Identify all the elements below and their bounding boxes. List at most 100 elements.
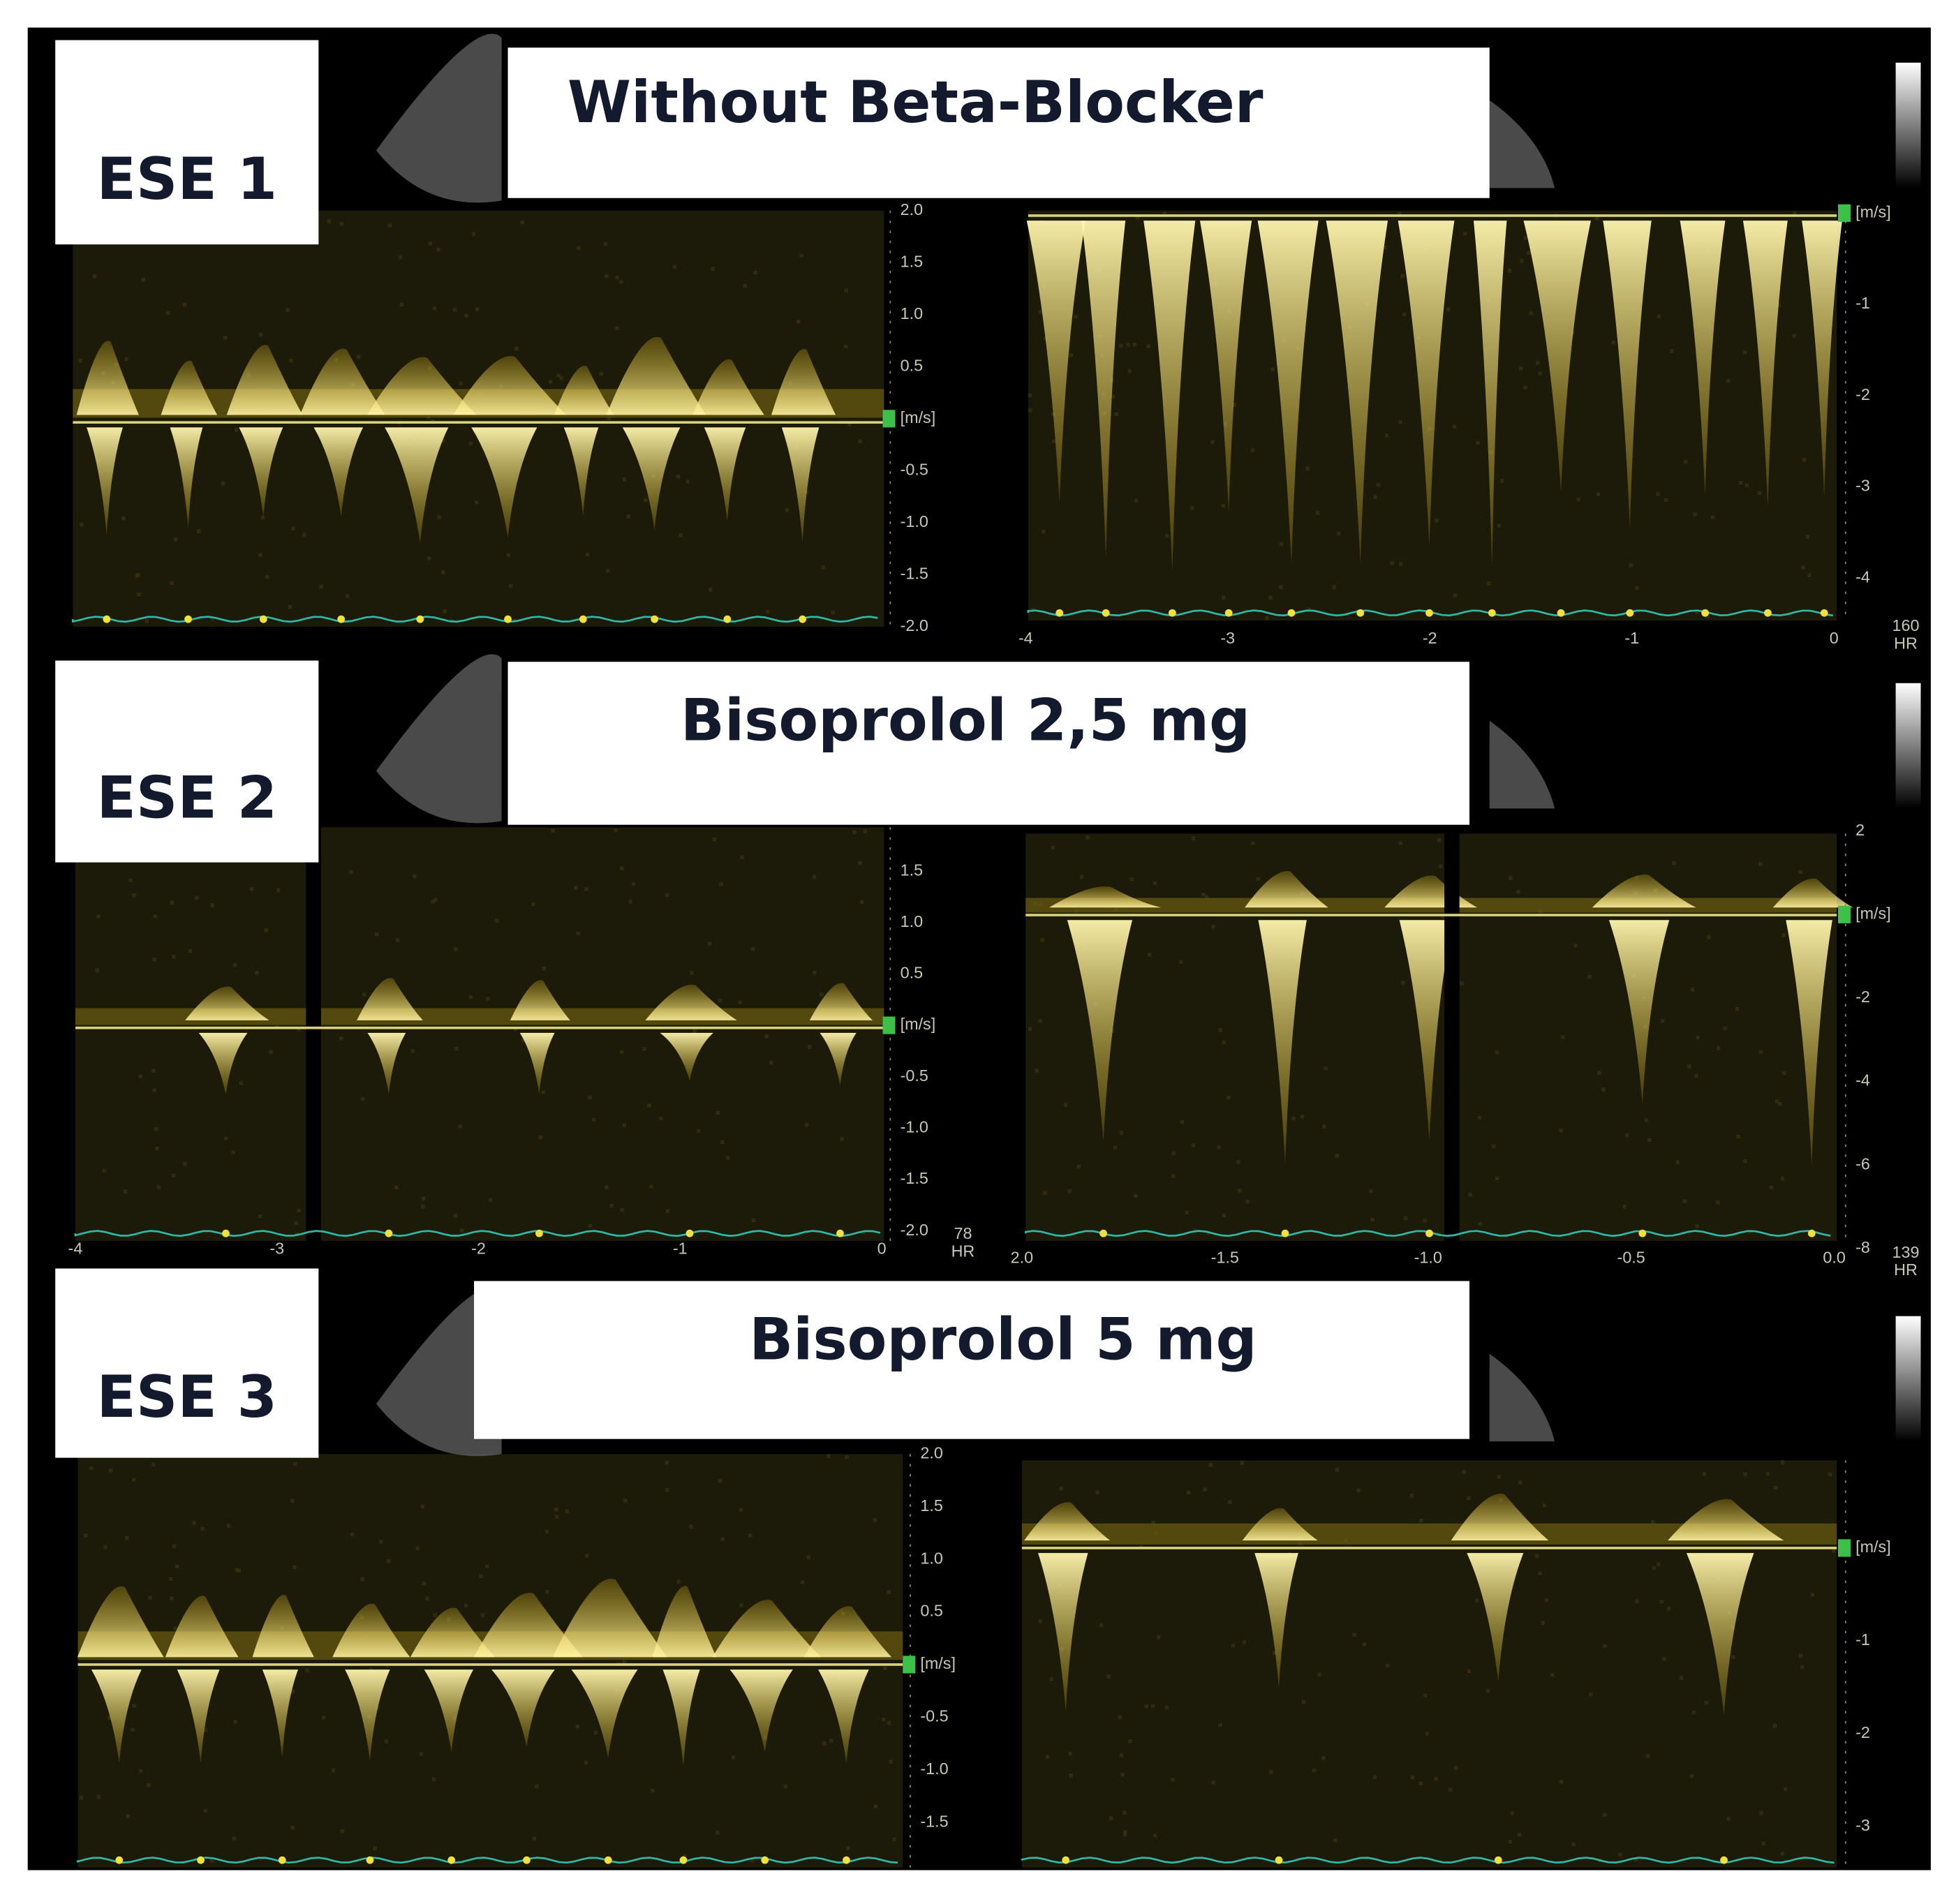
speckle [1603,1644,1607,1649]
ecg-marker [836,1229,844,1237]
speckle [620,1208,624,1212]
speckle [291,526,295,531]
speckle [551,828,555,833]
speckle [873,1804,878,1808]
speckle [521,1039,526,1043]
speckle [1251,841,1255,845]
ecg-marker [103,615,111,623]
speckle [235,1568,239,1572]
speckle [398,255,403,260]
speckle [152,1088,156,1092]
doppler-spike [1026,221,1086,503]
speckle [175,1564,179,1569]
speckle [620,866,624,870]
speckle [1434,1776,1438,1781]
speckle [1076,1164,1081,1168]
speckle [743,284,747,288]
speckle [554,1508,558,1512]
speckle [682,1854,686,1859]
speckle [1250,448,1254,452]
doppler-spike [1257,221,1319,564]
ecg-marker [1168,609,1176,617]
speckle [1211,1780,1215,1785]
speckle [1476,440,1480,445]
speckle [1270,367,1275,371]
speckle [288,604,292,609]
sector-image [1489,100,1555,188]
speckle [148,1596,152,1600]
speckle [603,241,608,246]
doppler-spike [1523,221,1592,493]
speckle [883,1666,887,1670]
doppler-spike [1081,221,1126,559]
speckle [1468,1192,1472,1197]
sector-image [1489,1353,1555,1442]
speckle [1369,1189,1373,1193]
axis-tick-label: -3 [1855,477,1870,495]
speckle [196,529,201,533]
speckle [339,1036,343,1041]
speckle [1222,595,1226,600]
speckle [812,970,817,975]
ecg-marker [535,1229,543,1237]
ecg-marker [1224,609,1233,617]
speckle [1744,483,1749,488]
axis-tick-label: -1 [1855,1630,1870,1649]
doppler-spike [1603,221,1652,529]
speckle [1527,251,1531,255]
doppler-hump [554,365,614,415]
speckle [1611,340,1615,345]
speckle [892,1837,896,1842]
speckle [822,1741,827,1746]
speckle [1171,1174,1176,1178]
speckle [689,1524,693,1529]
speckle [1279,585,1283,589]
doppler-hump [803,1606,892,1658]
doppler-hump [165,1596,239,1658]
speckle [1040,938,1044,942]
speckle [1657,314,1661,318]
label-box [55,1268,319,1458]
zero-marker [882,1016,896,1034]
speckle [232,1836,237,1840]
speckle [1777,303,1781,308]
speckle [437,515,441,519]
speckle [348,870,353,875]
speckle [156,1185,161,1189]
doppler-hump [332,1603,410,1658]
speckle [1672,861,1676,865]
speckle [1228,1500,1232,1504]
doppler-spike [729,1669,793,1753]
speckle [1123,1832,1127,1837]
speckle [1398,420,1402,424]
doppler-spike [198,1032,248,1095]
speckle [1038,1019,1042,1023]
speckle [1120,1753,1124,1757]
speckle [545,1590,549,1594]
speckle [171,1173,176,1178]
speckle [1038,1619,1043,1623]
doppler-spike [704,427,746,521]
speckle [1242,1639,1246,1644]
speckle [808,1045,812,1049]
doppler-hump [510,980,570,1020]
speckle [1409,1494,1414,1498]
speckle [831,610,835,615]
speckle [806,1555,810,1560]
speckle [1240,1461,1245,1465]
speckle [1622,1205,1627,1209]
speckle [1352,1632,1356,1637]
speckle [829,1739,833,1743]
speckle [1129,877,1134,882]
speckle [1520,259,1524,263]
speckle [1045,1755,1050,1759]
ecg-marker [799,615,806,623]
speckle [441,570,445,574]
speckle [1635,1599,1639,1603]
speckle [1035,1069,1039,1073]
speckle [421,1196,426,1200]
speckle [846,1846,850,1850]
speckle [1687,1064,1691,1069]
speckle [554,1515,559,1519]
doppler-spike [1680,221,1726,496]
